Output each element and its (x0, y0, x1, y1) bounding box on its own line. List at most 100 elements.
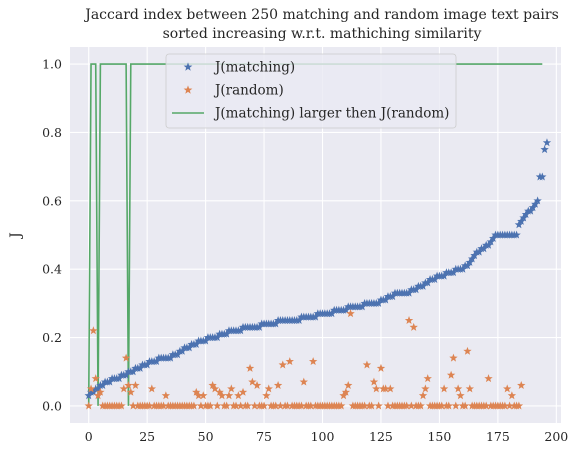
point-random (372, 384, 381, 393)
point-random (224, 391, 234, 400)
x-tick-label: 150 (427, 429, 451, 444)
point-random (227, 384, 236, 393)
series-random (84, 309, 526, 410)
point-random (128, 401, 138, 410)
point-random (404, 316, 414, 325)
point-random (444, 401, 453, 410)
point-random (383, 401, 393, 410)
point-random (250, 401, 259, 410)
y-tick-label: 0.0 (42, 398, 62, 413)
point-random (119, 384, 128, 393)
legend-item-larger: J(matching) larger then J(random) (172, 106, 449, 122)
point-random (91, 374, 100, 383)
point-matching (542, 138, 552, 147)
point-random (407, 401, 416, 410)
point-random (248, 377, 257, 386)
point-random (463, 346, 472, 355)
x-tick-label: 75 (256, 429, 272, 444)
point-random (210, 384, 220, 393)
point-random (439, 384, 449, 393)
x-tick-label: 100 (311, 429, 335, 444)
point-random (507, 391, 517, 400)
y-tick-label: 1.0 (42, 57, 62, 72)
point-random (437, 401, 446, 410)
point-random (418, 391, 428, 400)
chart-title: Jaccard index between 250 matching and r… (83, 7, 559, 23)
point-random (276, 401, 285, 410)
point-random (386, 384, 395, 393)
point-random (446, 370, 456, 379)
x-tick-label: 125 (369, 429, 393, 444)
point-random (213, 401, 222, 410)
point-matching (512, 230, 521, 239)
y-tick-label: 0.8 (42, 125, 62, 140)
point-random (460, 401, 470, 410)
point-random (252, 381, 262, 389)
point-random (423, 374, 432, 383)
point-random (206, 401, 215, 410)
x-axis: 0 25 50 75 100 125 150 175 200 (85, 429, 569, 444)
point-matching (533, 196, 542, 205)
point-random (96, 387, 105, 396)
y-tick-label: 0.4 (42, 262, 62, 277)
point-random (376, 363, 386, 372)
point-random (500, 401, 510, 410)
legend-marker (183, 85, 193, 94)
y-axis-label: J (8, 232, 24, 240)
point-random (208, 381, 217, 389)
point-random (196, 401, 206, 410)
point-random (238, 387, 248, 396)
x-tick-label: 25 (139, 429, 155, 444)
point-random (308, 357, 318, 366)
legend-label: J(random) (213, 83, 284, 99)
point-random (199, 391, 208, 400)
point-random (236, 401, 245, 410)
point-random (124, 381, 133, 389)
point-random (231, 401, 241, 410)
x-tick-label: 0 (85, 429, 93, 444)
point-matching (538, 172, 547, 181)
point-random (278, 360, 287, 369)
point-matching (540, 145, 549, 154)
point-random (259, 401, 269, 410)
point-random (465, 384, 474, 393)
point-random (402, 401, 411, 410)
y-tick-label: 0.2 (42, 330, 62, 345)
chart-subtitle: sorted increasing w.r.t. mathiching simi… (163, 26, 482, 42)
point-random (484, 374, 493, 383)
point-random (482, 401, 491, 410)
point-random (421, 384, 430, 393)
y-tick-label: 0.6 (42, 193, 62, 208)
x-tick-label: 175 (486, 429, 510, 444)
point-random (84, 401, 93, 410)
point-random (381, 384, 390, 393)
point-random (449, 353, 458, 362)
point-random (234, 391, 243, 400)
point-random (344, 381, 353, 389)
series-matching (84, 138, 552, 400)
point-random (517, 381, 526, 389)
point-random (306, 401, 316, 410)
point-random (159, 401, 168, 410)
point-random (131, 381, 140, 389)
point-random (505, 401, 514, 410)
point-random (409, 322, 418, 331)
point-random (147, 384, 157, 393)
point-random (341, 387, 351, 396)
point-random (283, 401, 292, 410)
legend-item-matching: J(matching) (183, 60, 295, 76)
point-random (126, 387, 135, 396)
point-random (346, 309, 355, 318)
point-random (360, 401, 369, 410)
point-random (215, 387, 224, 396)
point-random (416, 401, 425, 410)
point-random (337, 401, 346, 410)
point-random (369, 377, 379, 386)
point-random (245, 363, 255, 372)
point-random (374, 401, 383, 410)
point-random (362, 360, 372, 369)
point-random (189, 401, 199, 410)
point-random (86, 384, 96, 393)
series-layer (84, 63, 552, 410)
